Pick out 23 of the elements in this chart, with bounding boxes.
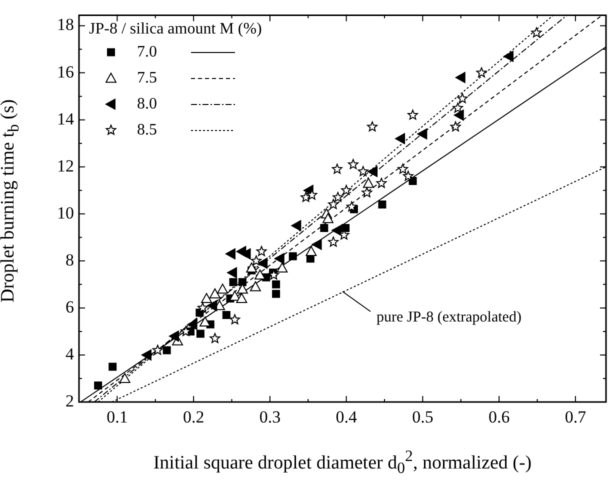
legend-label: 8.0	[137, 95, 157, 112]
y-tick-label: 12	[57, 156, 74, 176]
y-tick-label: 6	[66, 297, 74, 316]
y-tick-label: 18	[57, 15, 74, 34]
x-axis-title: Initial square droplet diameter d$_{0}$$^{2}$, normalized (-)	[152, 448, 533, 478]
x-tick-label: 0.6	[488, 408, 510, 427]
x-tick-label: 0.5	[412, 408, 434, 427]
legend-title: JP-8 / silica amount M (%)	[89, 20, 262, 38]
y-tick-label: 10	[57, 203, 74, 222]
legend-label: 7.5	[137, 69, 157, 86]
y-tick-label: 2	[66, 391, 74, 410]
x-tick-label: 0.3	[259, 408, 281, 427]
x-tick-label: 0.1	[106, 408, 128, 427]
y-tick-label: 14	[57, 109, 74, 128]
y-tick-label: 16	[57, 62, 74, 82]
x-tick-label: 0.4	[336, 408, 358, 427]
y-tick-label: 8	[66, 250, 74, 270]
legend-label: 8.5	[137, 121, 157, 138]
legend-label: 7.0	[137, 43, 157, 60]
x-tick-label: 0.2	[182, 408, 204, 427]
x-tick-label: 0.7	[564, 408, 587, 427]
y-tick-label: 4	[66, 344, 74, 364]
annotation: pure JP-8 (extrapolated)	[376, 309, 522, 326]
